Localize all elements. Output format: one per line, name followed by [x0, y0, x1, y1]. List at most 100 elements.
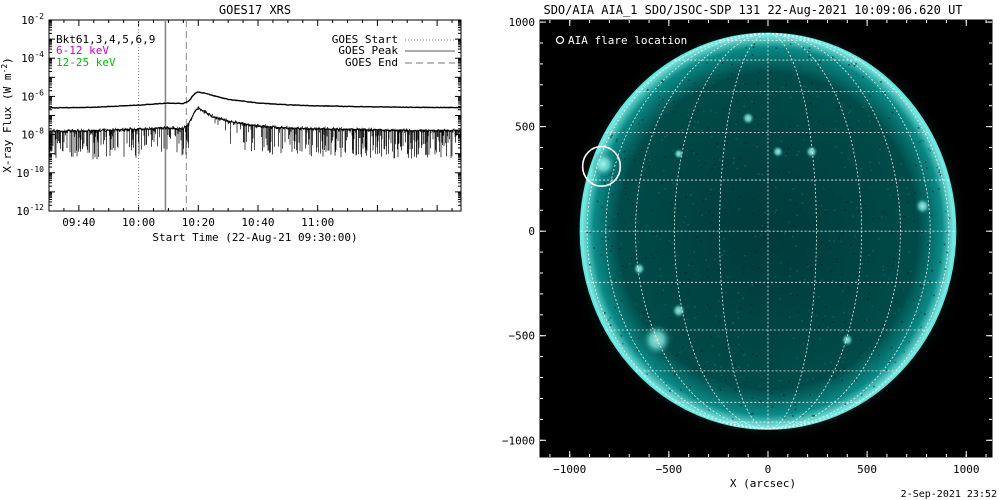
disk-speckle — [688, 251, 690, 253]
disk-speckle — [780, 140, 783, 142]
disk-speckle — [771, 50, 774, 52]
disk-speckle — [709, 73, 712, 75]
disk-speckle — [589, 231, 592, 234]
disk-speckle — [646, 373, 648, 375]
disk-speckle — [822, 318, 824, 321]
disk-speckle — [788, 171, 790, 173]
disk-speckle — [820, 204, 823, 207]
disk-speckle — [700, 240, 702, 242]
disk-speckle — [726, 142, 729, 145]
disk-speckle — [756, 144, 758, 146]
active-region — [673, 148, 684, 160]
goes-short-channel-line — [49, 106, 461, 160]
disk-speckle — [742, 332, 745, 335]
disk-speckle — [917, 127, 920, 129]
disk-speckle — [852, 215, 854, 217]
goes-y-tick-label: 10-4 — [21, 50, 44, 65]
disk-speckle — [802, 46, 804, 49]
disk-speckle — [656, 86, 659, 89]
disk-speckle — [748, 107, 751, 109]
disk-speckle — [878, 163, 881, 165]
disk-speckle — [751, 284, 753, 286]
disk-speckle — [769, 369, 772, 371]
disk-speckle — [743, 105, 745, 107]
disk-speckle — [765, 244, 768, 247]
disk-speckle — [604, 312, 606, 314]
disk-speckle — [731, 63, 733, 66]
disk-speckle — [933, 294, 935, 297]
disk-speckle — [653, 134, 655, 137]
disk-speckle — [899, 249, 902, 251]
disk-speckle — [609, 317, 612, 319]
disk-speckle — [789, 316, 791, 319]
disk-speckle — [779, 298, 781, 300]
disk-speckle — [699, 212, 702, 215]
disk-speckle — [885, 129, 887, 131]
disk-speckle — [898, 309, 901, 312]
disk-speckle — [938, 188, 940, 190]
disk-speckle — [706, 304, 709, 306]
disk-speckle — [633, 159, 636, 161]
disk-speckle — [869, 161, 871, 164]
disk-speckle — [694, 120, 696, 123]
disk-speckle — [749, 311, 752, 313]
disk-speckle — [631, 257, 633, 260]
disk-speckle — [681, 125, 683, 128]
disk-speckle — [908, 215, 910, 218]
disk-speckle — [838, 237, 840, 240]
disk-speckle — [794, 226, 797, 228]
disk-speckle — [716, 143, 719, 146]
disk-speckle — [690, 263, 693, 265]
disk-speckle — [766, 110, 768, 113]
disk-speckle — [819, 377, 822, 380]
disk-speckle — [813, 414, 815, 417]
disk-speckle — [697, 179, 700, 181]
disk-speckle — [706, 62, 709, 64]
disk-speckle — [777, 136, 779, 139]
disk-speckle — [793, 179, 795, 182]
disk-speckle — [808, 55, 810, 58]
disk-speckle — [704, 198, 707, 200]
disk-speckle — [790, 143, 792, 146]
disk-speckle — [803, 85, 806, 88]
longitude-line — [767, 33, 950, 430]
disk-speckle — [884, 91, 886, 94]
disk-speckle — [601, 206, 604, 209]
disk-speckle — [916, 316, 919, 318]
disk-speckle — [900, 163, 902, 165]
disk-speckle — [730, 73, 733, 75]
disk-speckle — [586, 231, 588, 233]
longitude-line — [586, 33, 768, 430]
disk-speckle — [742, 297, 745, 299]
disk-speckle — [754, 115, 756, 118]
disk-speckle — [883, 273, 886, 276]
disk-speckle — [661, 139, 663, 141]
disk-speckle — [745, 177, 747, 179]
disk-speckle — [711, 167, 713, 170]
disk-speckle — [870, 169, 873, 172]
disk-speckle — [656, 91, 659, 93]
disk-speckle — [707, 127, 709, 129]
disk-speckle — [607, 238, 610, 240]
active-region — [641, 323, 673, 357]
disk-speckle — [615, 140, 618, 143]
disk-speckle — [753, 55, 755, 58]
aia-y-tick-label: 0 — [528, 225, 535, 238]
disk-speckle — [922, 140, 925, 142]
disk-speckle — [791, 185, 793, 188]
disk-speckle — [913, 219, 915, 222]
disk-speckle — [834, 376, 836, 379]
disk-speckle — [924, 276, 926, 279]
disk-speckle — [786, 153, 788, 156]
disk-speckle — [789, 275, 791, 278]
disk-speckle — [746, 376, 749, 379]
disk-speckle — [785, 83, 787, 86]
disk-speckle — [891, 265, 894, 267]
disk-speckle — [814, 215, 816, 217]
disk-speckle — [745, 46, 748, 49]
disk-speckle — [688, 278, 690, 281]
disk-speckle — [859, 221, 862, 223]
disk-speckle — [704, 162, 707, 164]
disk-speckle — [596, 200, 599, 203]
disk-speckle — [711, 135, 713, 138]
